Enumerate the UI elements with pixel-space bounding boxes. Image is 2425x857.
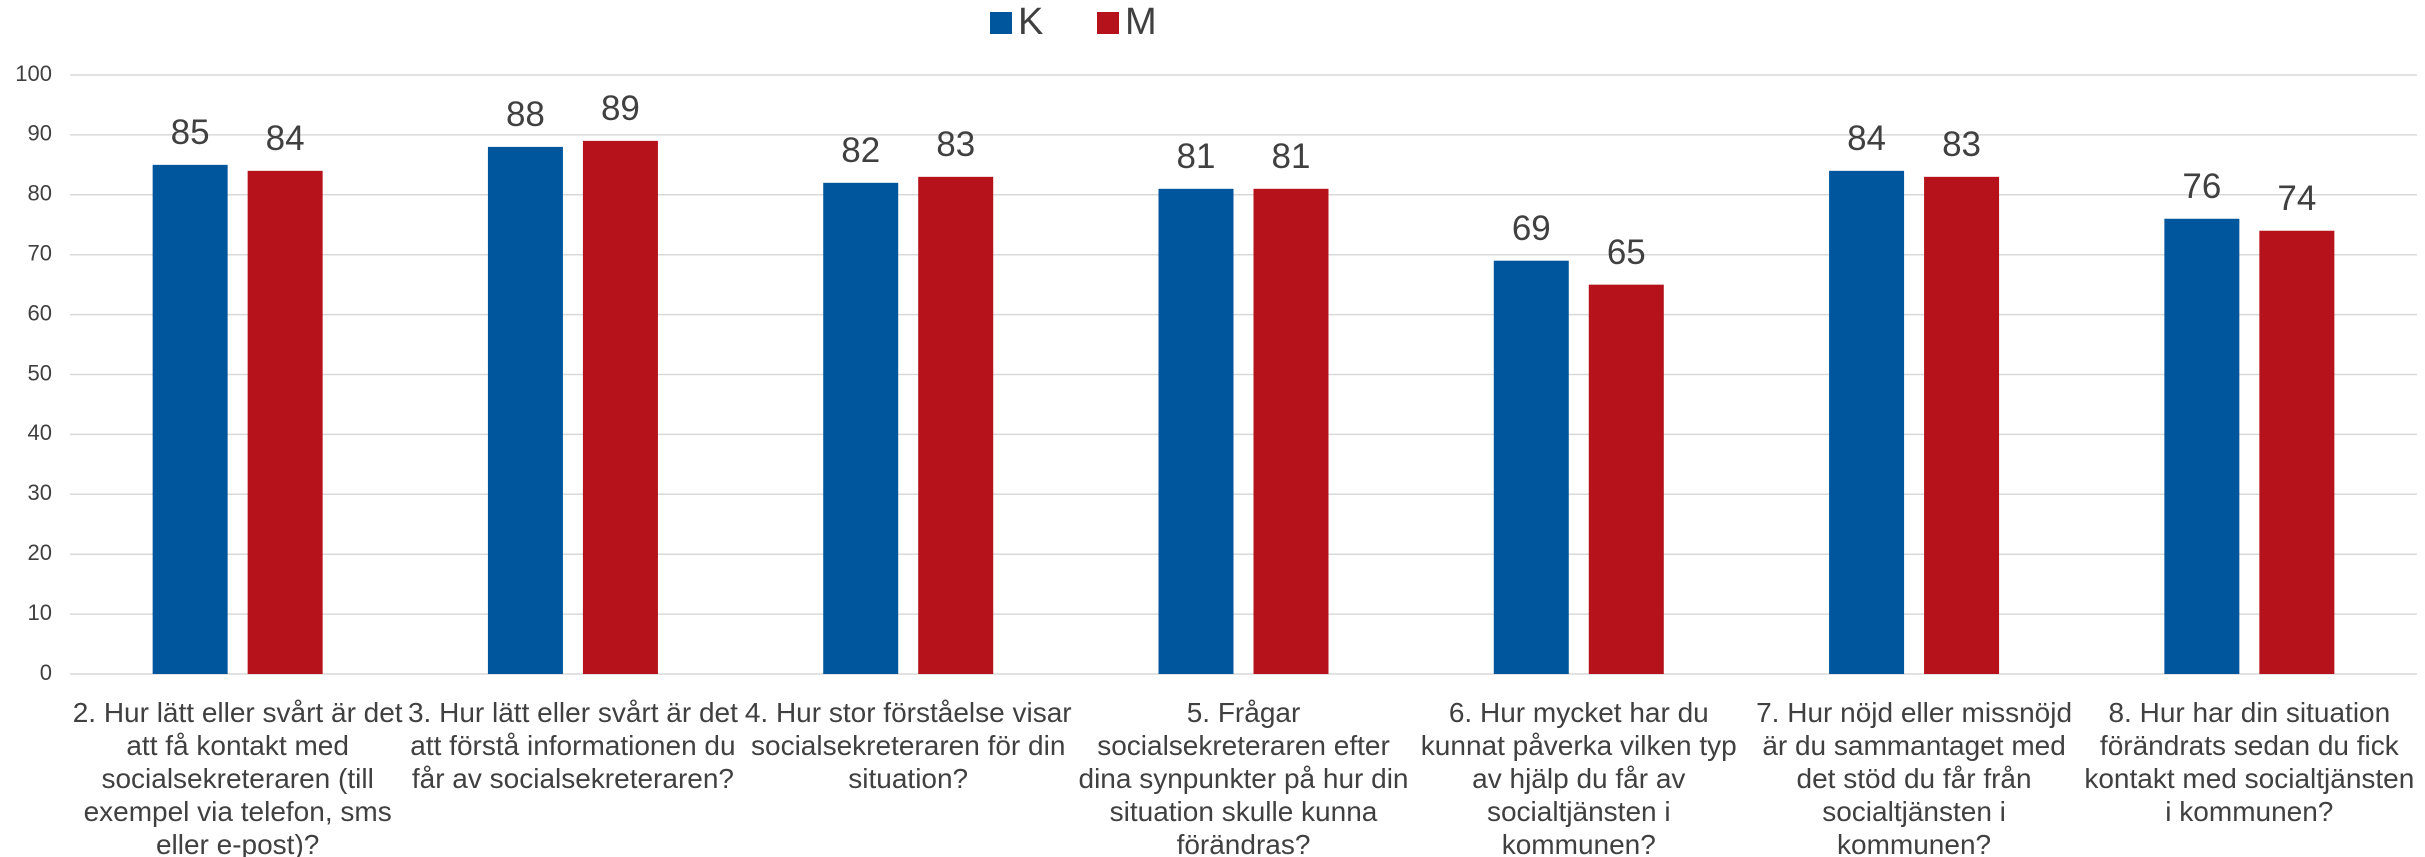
legend-swatch [1097, 12, 1119, 34]
bar [582, 140, 658, 674]
data-label: 81 [1272, 137, 1311, 176]
data-label: 81 [1177, 137, 1216, 176]
data-label: 88 [506, 95, 545, 134]
data-label: 76 [2182, 167, 2221, 206]
data-label: 83 [1942, 125, 1981, 164]
bar [2259, 230, 2335, 675]
data-label: 83 [936, 125, 975, 164]
bar [1924, 176, 2000, 674]
bar [1588, 284, 1664, 674]
bar [1493, 260, 1569, 674]
bar [823, 182, 899, 674]
data-label: 85 [171, 113, 210, 152]
y-tick-label: 40 [28, 420, 52, 445]
y-tick-label: 100 [15, 61, 52, 86]
bar [247, 170, 323, 674]
y-tick-label: 50 [28, 360, 52, 385]
y-tick-label: 70 [28, 241, 52, 266]
x-tick-label: 8. Hur har din situation förändrats seda… [2084, 697, 2415, 827]
y-tick-label: 60 [28, 300, 52, 325]
data-label: 74 [2277, 179, 2316, 218]
bar [2164, 218, 2240, 674]
bar [487, 146, 563, 674]
data-label: 89 [601, 89, 640, 128]
x-tick-label: 5. Frågar socialsekreteraren efter dina … [1078, 697, 1409, 857]
bar [152, 164, 228, 674]
legend-label: M [1125, 1, 1157, 43]
y-tick-label: 0 [40, 660, 52, 685]
y-tick-label: 90 [28, 121, 52, 146]
legend-swatch [990, 12, 1012, 34]
y-tick-label: 80 [28, 181, 52, 206]
bar [1829, 170, 1905, 674]
y-tick-label: 10 [28, 600, 52, 625]
data-label: 65 [1607, 233, 1646, 272]
data-label: 84 [266, 119, 305, 158]
data-label: 69 [1512, 209, 1551, 248]
bar [918, 176, 994, 674]
legend-label: K [1018, 1, 1043, 43]
bar [1253, 188, 1329, 674]
bar [1158, 188, 1234, 674]
x-tick-label: 2. Hur lätt eller svårt är det att få ko… [72, 697, 403, 857]
x-tick-label: 6. Hur mycket har du kunnat påverka vilk… [1420, 697, 1737, 857]
data-label: 84 [1847, 119, 1886, 158]
data-label: 82 [841, 131, 880, 170]
y-tick-label: 20 [28, 540, 52, 565]
x-tick-label: 4. Hur stor förståelse visar socialsekre… [744, 697, 1072, 794]
x-tick-label: 3. Hur lätt eller svårt är det att först… [407, 697, 738, 794]
x-tick-label: 7. Hur nöjd eller missnöjd är du sammant… [1756, 697, 2073, 857]
y-tick-label: 30 [28, 480, 52, 505]
